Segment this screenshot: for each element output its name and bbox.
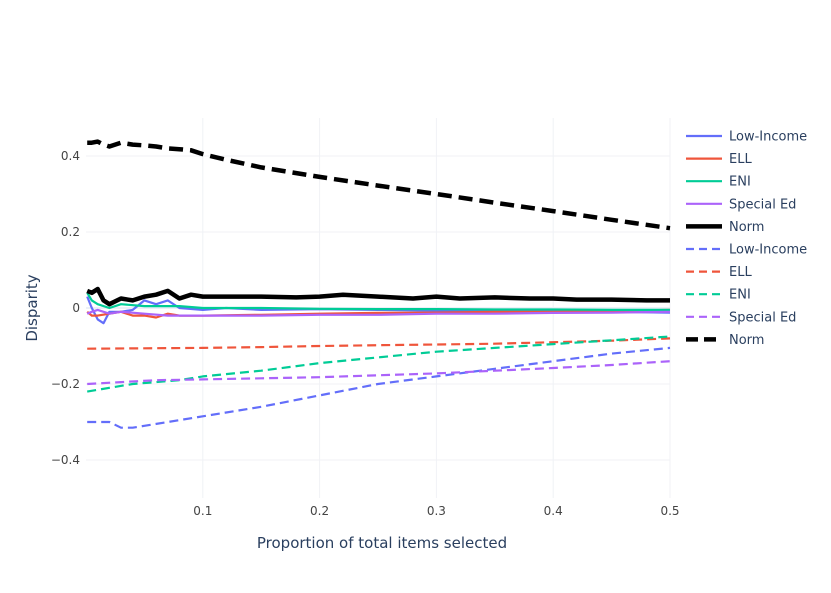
legend-item-5[interactable]: Low-Income <box>686 243 807 258</box>
legend-item-0[interactable]: Low-Income <box>686 130 807 145</box>
legend-item-2[interactable]: ENI <box>686 175 751 190</box>
legend-label: Special Ed <box>729 197 796 212</box>
y-tick-label: 0 <box>72 301 80 315</box>
series-line-eni-solid <box>86 292 670 311</box>
series-line-low-income-dashed <box>87 346 671 429</box>
legend-item-7[interactable]: ENI <box>686 288 751 303</box>
legend-item-3[interactable]: Special Ed <box>686 197 796 212</box>
legend-label: Norm <box>729 333 764 348</box>
legend-label: Special Ed <box>729 310 796 325</box>
legend-item-8[interactable]: Special Ed <box>686 310 796 325</box>
series-line-special-ed-dashed <box>87 360 671 386</box>
legend-item-9[interactable]: Norm <box>686 333 764 348</box>
x-tick-label: 0.3 <box>427 504 446 518</box>
series-line-norm-dashed <box>87 139 671 231</box>
series-line-eni-dashed <box>87 335 671 393</box>
y-tick-label: 0.4 <box>61 149 80 163</box>
y-tick-label: −0.2 <box>51 377 80 391</box>
series-line-low-income-solid <box>86 296 671 325</box>
legend-label: Norm <box>729 220 764 235</box>
legend-label: ENI <box>729 288 751 303</box>
x-tick-label: 0.5 <box>660 504 679 518</box>
legend-label: Low-Income <box>729 243 807 258</box>
legend-label: ELL <box>729 265 752 280</box>
legend-label: ELL <box>729 152 752 167</box>
legend-label: ENI <box>729 175 751 190</box>
legend-item-4[interactable]: Norm <box>686 220 764 235</box>
x-axis-title: Proportion of total items selected <box>257 534 507 552</box>
series-line-norm-solid <box>86 286 670 307</box>
series-line-special-ed-solid <box>86 308 671 317</box>
x-tick-label: 0.2 <box>310 504 329 518</box>
x-axis-ticks: 0.1 0.2 0.3 0.4 0.5 <box>193 504 679 518</box>
legend-label: Low-Income <box>729 130 807 145</box>
legend-item-6[interactable]: ELL <box>686 265 752 280</box>
y-axis-ticks: −0.4 −0.2 0 0.2 0.4 <box>51 149 80 467</box>
legend-item-1[interactable]: ELL <box>686 152 752 167</box>
legend[interactable]: Low-Income ELL ENI Special Ed Norm Low-Income… <box>686 130 807 348</box>
y-tick-label: −0.4 <box>51 453 80 467</box>
series-layer <box>86 139 671 429</box>
y-tick-label: 0.2 <box>61 225 80 239</box>
x-tick-label: 0.1 <box>193 504 212 518</box>
x-tick-label: 0.4 <box>544 504 563 518</box>
y-axis-title: Disparity <box>23 274 41 341</box>
